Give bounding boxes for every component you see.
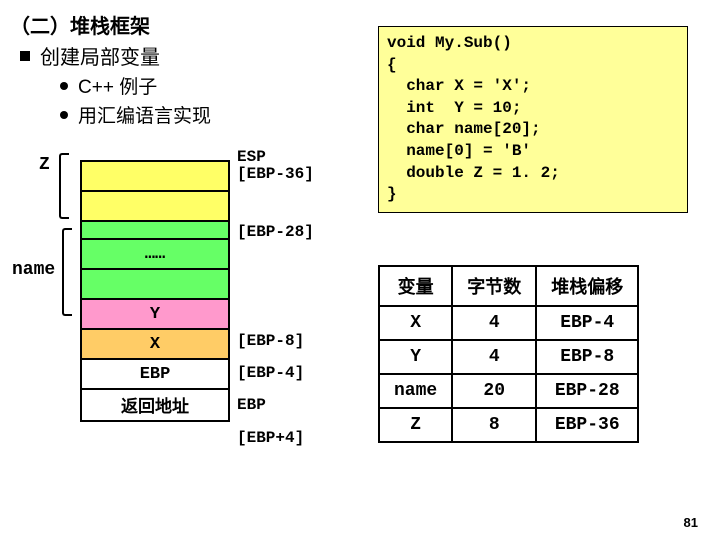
stack-cell-y: Y xyxy=(82,300,228,330)
bullet-text: 创建局部变量 xyxy=(40,41,160,70)
bullet-text: 用汇编语言实现 xyxy=(78,101,211,128)
offset-label: EBP xyxy=(237,396,266,414)
table-header: 字节数 xyxy=(452,266,536,306)
stack-cell-n2: …… xyxy=(82,240,228,270)
table-header: 变量 xyxy=(379,266,452,306)
bracket-label-z: Z xyxy=(39,155,50,175)
square-bullet-icon xyxy=(20,51,30,61)
esp-label: ESP xyxy=(237,148,266,166)
stack-cell-n3 xyxy=(82,270,228,300)
table-row: Z 8 EBP-36 xyxy=(379,408,638,442)
stack-cell-ebp: EBP xyxy=(82,360,228,390)
code-listing: void My.Sub() { char X = 'X'; int Y = 10… xyxy=(378,26,688,213)
stack-cell-x: X xyxy=(82,330,228,360)
stack-cell-n1 xyxy=(82,222,228,240)
dot-bullet-icon xyxy=(60,82,68,90)
table-row: X 4 EBP-4 xyxy=(379,306,638,340)
offset-label: [EBP-36] xyxy=(237,165,314,183)
stack-cell-z1 xyxy=(82,162,228,192)
stack-cell-ret: 返回地址 xyxy=(82,390,228,420)
offset-label: [EBP+4] xyxy=(237,429,304,447)
dot-bullet-icon xyxy=(60,111,68,119)
page-number: 81 xyxy=(684,515,698,530)
table-header-row: 变量 字节数 堆栈偏移 xyxy=(379,266,638,306)
offset-label: [EBP-8] xyxy=(237,332,304,350)
offset-label: [EBP-4] xyxy=(237,364,304,382)
stack-diagram: …… Y X EBP 返回地址 xyxy=(80,160,230,422)
bullet-text: C++ 例子 xyxy=(78,72,157,99)
bracket-label-name: name xyxy=(12,260,55,280)
stack-cell-z2 xyxy=(82,192,228,222)
table-header: 堆栈偏移 xyxy=(536,266,638,306)
variable-table: 变量 字节数 堆栈偏移 X 4 EBP-4 Y 4 EBP-8 name 20 … xyxy=(378,265,639,443)
offset-label: [EBP-28] xyxy=(237,223,314,241)
table-row: name 20 EBP-28 xyxy=(379,374,638,408)
table-row: Y 4 EBP-8 xyxy=(379,340,638,374)
